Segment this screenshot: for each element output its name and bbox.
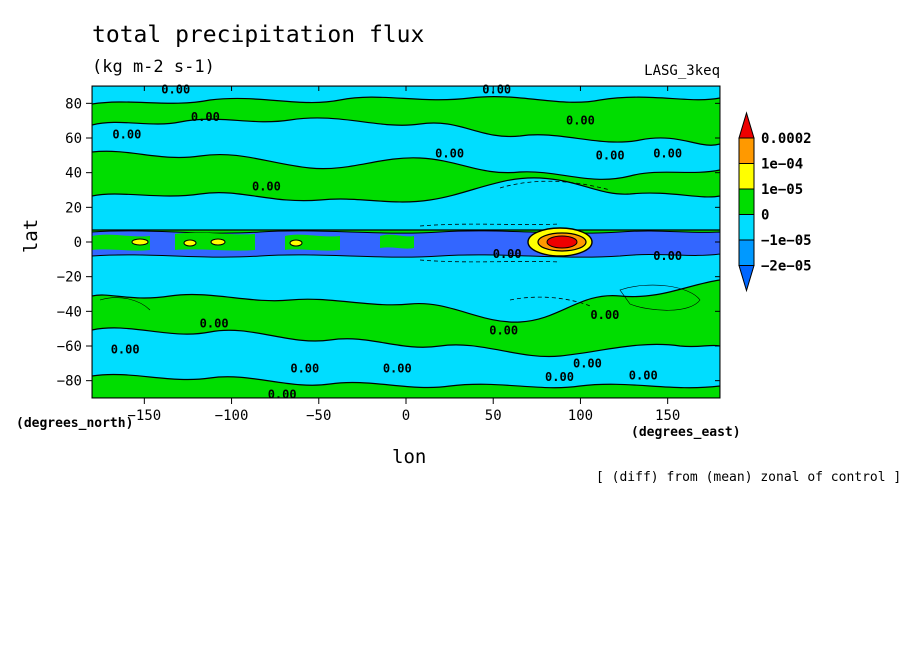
contour-label: 0.00 [545,370,574,384]
contour-label: 0.00 [653,249,682,263]
contour-label: 0.00 [268,388,297,402]
contour-labels: 0.00 0.000.00 0.000.000.00 0.00 0.000.000.00… [111,82,682,401]
field-region [546,235,578,249]
legend-swatch [738,137,755,164]
contour-label: 0.00 [482,82,511,96]
contour-line [419,223,561,227]
y-tick-label: 40 [65,166,82,182]
x-tick-label: −100 [215,408,249,424]
contour-label: 0.00 [111,342,140,356]
contour-line [509,296,591,307]
contour-label: 0.00 [161,82,190,96]
y-tick-label: 60 [65,131,82,147]
field-region [92,373,720,398]
y-axis: 80 60 40 20 0 −20 −40 −60 −80 [57,96,720,390]
contour-label: 0.00 [653,147,682,161]
legend-swatch [738,188,755,215]
field-region [131,238,149,246]
legend-label: 0.0002 [761,131,812,147]
y-tick-label: −40 [57,304,82,320]
x-tick-label: 150 [655,408,680,424]
y-axis-units: (degrees_north) [16,416,134,431]
x-tick-label: −150 [127,408,161,424]
x-axis-units: (degrees_east) [631,425,741,440]
contour-label: 0.00 [573,356,602,370]
x-tick-label: −50 [306,408,331,424]
field-region [210,238,226,246]
contour-label: 0.00 [596,148,625,162]
contour-line [419,259,561,263]
legend-swatch [738,265,755,293]
chart-units-label: (kg m-2 s-1) [92,57,215,77]
chart-title: total precipitation flux [92,22,425,48]
contour-label: 0.00 [493,247,522,261]
legend-label: 1e−05 [761,182,803,198]
field-region [92,249,720,323]
legend-swatch [738,111,755,139]
contour-label: 0.00 [200,316,229,330]
field-region [183,239,197,247]
legend-label: 1e−04 [761,157,803,173]
contour-line [499,180,611,191]
contour-label: 0.00 [112,128,141,142]
y-tick-label: −60 [57,339,82,355]
legend: 0.0002 1e−04 1e−05 0 −1e−05 −2e−05 [738,111,812,293]
contour-label: 0.00 [590,308,619,322]
contour-field [92,86,720,398]
field-region [380,234,414,249]
contour-label: 0.00 [383,362,412,376]
contour-label: 0.00 [290,362,319,376]
contour-label: 0.00 [489,323,518,337]
field-region [92,177,720,231]
thin-contours [99,284,701,311]
field-region [92,86,720,105]
contour-label: 0.00 [629,368,658,382]
legend-swatch [738,163,755,190]
x-tick-label: 0 [402,408,410,424]
field-region [92,234,150,251]
legend-label: 0 [761,208,769,224]
contour-line [99,297,151,311]
x-axis: −150 −100 −50 0 50 100 150 [127,86,680,424]
contour-label: 0.00 [252,180,281,194]
y-tick-label: −80 [57,374,82,390]
field-region [92,117,720,180]
x-axis-label: lon [392,446,427,468]
y-tick-label: 20 [65,200,82,216]
contour-label: 0.00 [191,110,220,124]
legend-swatch [738,214,755,241]
y-tick-label: 0 [74,235,82,251]
y-tick-label: 80 [65,96,82,112]
contour-line [619,284,701,311]
contour-label: 0.00 [566,114,595,128]
contour-label: 0.00 [435,147,464,161]
legend-swatch [738,239,755,266]
y-tick-label: −20 [57,270,82,286]
footnote: [ (diff) from (mean) zonal of control ] [596,470,902,485]
dashed-contours [419,180,611,307]
x-tick-label: 100 [568,408,593,424]
model-label: LASG_3keq [644,63,720,79]
legend-label: −1e−05 [761,233,812,249]
field-region [289,239,303,247]
legend-label: −2e−05 [761,259,812,275]
field-region [285,234,340,251]
x-tick-label: 50 [485,408,502,424]
